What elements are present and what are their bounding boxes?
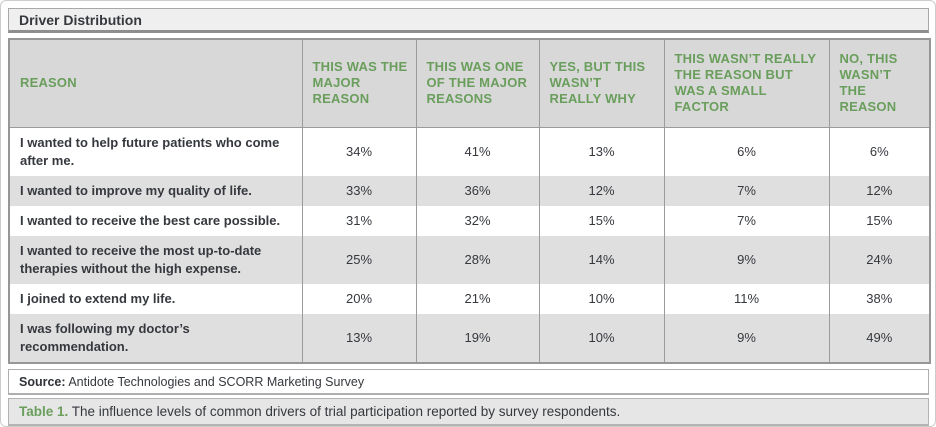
value-cell: 36% [415, 175, 539, 206]
value-cell: 6% [828, 127, 930, 176]
reason-cell: I wanted to help future patients who com… [9, 127, 302, 176]
value-cell: 20% [301, 283, 416, 314]
caption-label: Table 1. [19, 403, 69, 419]
value-cell: 24% [828, 235, 930, 284]
table-body: I wanted to help future patients who com… [9, 127, 930, 363]
reason-cell: I joined to extend my life. [9, 283, 302, 314]
value-cell: 10% [538, 283, 664, 314]
value-cell: 12% [828, 175, 930, 206]
value-cell: 10% [538, 313, 664, 363]
header-row: REASON THIS WAS THE MAJOR REASON THIS WAS … [9, 39, 930, 128]
column-header-1: THIS WAS THE MAJOR REASON [301, 39, 416, 128]
value-cell: 31% [301, 205, 416, 236]
column-header-0: REASON [9, 39, 302, 128]
value-cell: 21% [415, 283, 539, 314]
value-cell: 12% [538, 175, 664, 206]
reason-cell: I wanted to receive the best care possib… [9, 205, 302, 236]
reason-cell: I was following my doctor’s recommendati… [9, 313, 302, 363]
value-cell: 38% [828, 283, 930, 314]
source-bar: Source: Antidote Technologies and SCORR … [8, 368, 929, 395]
column-header-3: YES, BUT THIS WASN’T REALLY WHY [538, 39, 664, 128]
reason-cell: I wanted to receive the most up-to-date … [9, 235, 302, 284]
value-cell: 15% [828, 205, 930, 236]
value-cell: 13% [301, 313, 416, 363]
value-cell: 14% [538, 235, 664, 284]
driver-distribution-table: REASON THIS WAS THE MAJOR REASON THIS WAS … [8, 38, 931, 364]
value-cell: 49% [828, 313, 930, 363]
value-cell: 7% [663, 175, 829, 206]
column-header-4: THIS WASN’T REALLY THE REASON BUT WAS A … [663, 39, 829, 128]
value-cell: 28% [415, 235, 539, 284]
value-cell: 9% [663, 235, 829, 284]
caption-bar: Table 1. The influence levels of common … [8, 397, 929, 426]
value-cell: 6% [663, 127, 829, 176]
value-cell: 41% [415, 127, 539, 176]
value-cell: 34% [301, 127, 416, 176]
table-row: I wanted to receive the best care possib… [9, 205, 930, 236]
value-cell: 7% [663, 205, 829, 236]
table-row: I wanted to improve my quality of life. 3… [9, 175, 930, 206]
value-cell: 32% [415, 205, 539, 236]
table-row: I wanted to help future patients who com… [9, 127, 930, 176]
table-row: I joined to extend my life. 20% 21% 10% 11% 3… [9, 283, 930, 314]
value-cell: 33% [301, 175, 416, 206]
value-cell: 9% [663, 313, 829, 363]
source-text: Antidote Technologies and SCORR Marketin… [65, 374, 365, 389]
column-header-5: NO, THIS WASN’T THE REASON [828, 39, 930, 128]
reason-cell: I wanted to improve my quality of life. [9, 175, 302, 206]
value-cell: 11% [663, 283, 829, 314]
value-cell: 15% [538, 205, 664, 236]
caption-text: The influence levels of common drivers o… [68, 403, 621, 419]
value-cell: 25% [301, 235, 416, 284]
table-title-bar: Driver Distribution [8, 8, 929, 33]
table-row: I was following my doctor’s recommendati… [9, 313, 930, 363]
source-label: Source: [19, 374, 66, 389]
table-header-row: REASON THIS WAS THE MAJOR REASON THIS WAS … [9, 39, 930, 128]
value-cell: 13% [538, 127, 664, 176]
column-header-2: THIS WAS ONE OF THE MAJOR REASONS [415, 39, 539, 128]
table-title: Driver Distribution [19, 12, 142, 28]
value-cell: 19% [415, 313, 539, 363]
table-row: I wanted to receive the most up-to-date … [9, 235, 930, 284]
